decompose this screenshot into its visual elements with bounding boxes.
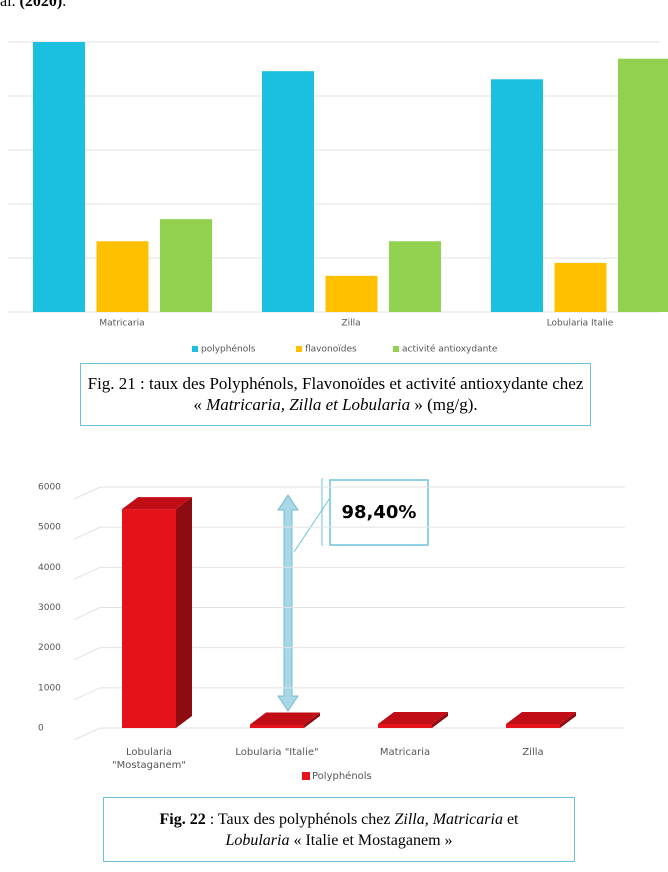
x-tick-label: Matricaria: [379, 747, 431, 758]
grid-line: [73, 607, 625, 620]
y-tick-label: 2000: [38, 643, 61, 653]
y-tick-label: 0: [38, 724, 44, 734]
y-tick-label: 4000: [38, 563, 61, 573]
bar-side: [560, 711, 576, 728]
text: et: [502, 811, 519, 828]
x-tick-label: Matricaria: [99, 319, 144, 329]
legend-swatch: [296, 346, 302, 352]
bar: [96, 241, 149, 312]
text: Zilla, Matricaria: [394, 811, 503, 828]
legend-label: activité antioxydante: [402, 344, 498, 355]
text: .: [62, 0, 67, 10]
x-tick-label: Zilla: [341, 319, 360, 329]
bar-front: [378, 723, 432, 728]
bar-front: [250, 724, 304, 728]
bar: [325, 275, 378, 312]
legend-swatch: [302, 772, 310, 780]
text: Lobularia: [225, 832, 290, 849]
bar: [262, 71, 314, 312]
grid-line: [73, 687, 625, 701]
grid-line: [73, 727, 625, 741]
bar-front: [122, 509, 176, 728]
double-arrow: [277, 494, 299, 712]
annotation-box: [329, 479, 429, 546]
x-tick-label: Lobularia "Italie": [235, 747, 319, 758]
text: (2020): [19, 0, 63, 10]
y-tick-label: 5000: [38, 523, 61, 533]
y-tick-label: 6000: [38, 483, 61, 493]
chart-2: 98,40% 0 1000 2000 3000 4000 5000 6000 Polyphén…: [38, 478, 625, 782]
bar-top: [250, 712, 320, 725]
grid-line: [73, 526, 625, 540]
x-tick-label: Zilla: [522, 747, 544, 758]
annotation: 98,40%: [342, 502, 417, 523]
bar-front: [506, 723, 560, 728]
bar-side: [176, 497, 192, 728]
x-tick-label: Lobularia "Mostaganem": [112, 747, 186, 771]
bar: [389, 241, 441, 312]
bar: [33, 42, 85, 312]
text: Fig. 22: [159, 811, 206, 828]
text: Fig. 21 : taux des Polyphénols, Flavonoï…: [87, 374, 584, 414]
legend-label: flavonoïdes: [305, 345, 357, 355]
legend-label: polyphénols: [201, 344, 256, 355]
bar-side: [304, 712, 320, 728]
bar: [491, 79, 543, 312]
y-tick-label: 3000: [38, 603, 61, 613]
text: » (mg/g).: [410, 395, 478, 414]
caption: Fig. 21 : taux des Polyphénols, Flavonoï…: [80, 363, 591, 426]
bar-top: [506, 711, 576, 724]
caption: Fig. 22 : Taux des polyphénols chez Zill…: [103, 797, 575, 862]
bar: [618, 58, 668, 312]
legend-label: Polyphénols: [312, 770, 372, 782]
text: al.: [0, 0, 20, 10]
header-text: al. (2020).: [0, 0, 66, 11]
chart-1: Matricaria Zilla Lobularia Italie polyphéno…: [8, 41, 668, 355]
grid-line: [73, 647, 625, 661]
bar-top: [122, 497, 192, 510]
bar-top: [378, 711, 448, 724]
bar: [554, 262, 607, 312]
bar-side: [432, 711, 448, 728]
legend-swatch: [192, 346, 198, 352]
text: Matricaria, Zilla et Lobularia: [206, 395, 411, 414]
text: : Taux des polyphénols chez: [205, 811, 395, 828]
y-tick-label: 1000: [38, 683, 61, 693]
text: « Italie et Mostaganem »: [289, 832, 453, 849]
legend-swatch: [393, 346, 399, 352]
x-tick-label: Lobularia Italie: [547, 319, 614, 329]
bar: [160, 219, 212, 312]
connector: [293, 497, 331, 553]
grid-line: [73, 566, 625, 580]
grid-line: [73, 486, 625, 500]
